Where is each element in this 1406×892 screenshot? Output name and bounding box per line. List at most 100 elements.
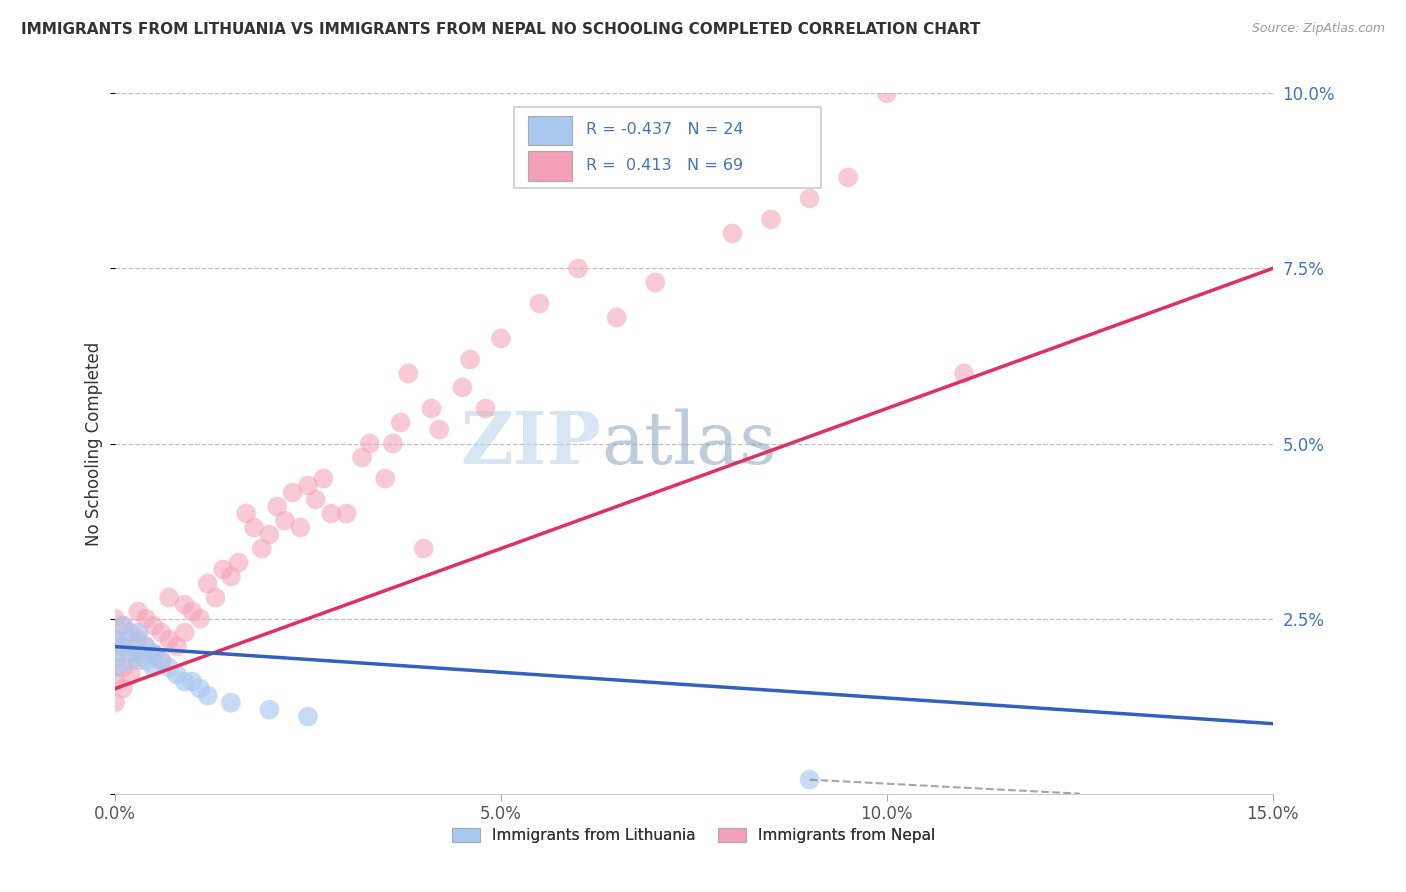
Point xyxy=(104,654,127,668)
Point xyxy=(389,416,412,430)
Point xyxy=(197,689,219,703)
Point xyxy=(157,632,180,647)
Point xyxy=(104,632,127,647)
Point xyxy=(150,654,173,668)
Text: ZIP: ZIP xyxy=(460,408,602,479)
Point xyxy=(721,227,744,241)
Point xyxy=(204,591,226,605)
Point xyxy=(235,507,257,521)
Point xyxy=(197,576,219,591)
Point xyxy=(274,514,297,528)
Point xyxy=(567,261,589,276)
FancyBboxPatch shape xyxy=(529,152,572,181)
Point xyxy=(799,772,821,787)
Legend: Immigrants from Lithuania, Immigrants from Nepal: Immigrants from Lithuania, Immigrants fr… xyxy=(446,822,942,849)
Point xyxy=(259,703,281,717)
Point xyxy=(142,647,165,661)
Point xyxy=(336,507,359,521)
Point xyxy=(166,640,188,654)
FancyBboxPatch shape xyxy=(515,107,821,188)
Point xyxy=(104,696,127,710)
Point xyxy=(111,640,134,654)
Point xyxy=(111,640,134,654)
Point xyxy=(173,674,195,689)
Point xyxy=(281,485,304,500)
Point xyxy=(135,611,157,625)
Point xyxy=(352,450,374,465)
Point xyxy=(127,605,149,619)
Point xyxy=(412,541,434,556)
Point xyxy=(120,647,142,661)
Point xyxy=(181,674,204,689)
Point xyxy=(297,478,319,492)
Point xyxy=(374,471,396,485)
Point xyxy=(290,520,312,534)
Point xyxy=(228,556,250,570)
Point xyxy=(142,660,165,674)
Point xyxy=(104,674,127,689)
Point xyxy=(127,654,149,668)
Text: Source: ZipAtlas.com: Source: ZipAtlas.com xyxy=(1251,22,1385,36)
Point xyxy=(451,380,474,394)
Point xyxy=(150,625,173,640)
Point xyxy=(127,647,149,661)
Point xyxy=(799,191,821,205)
Point xyxy=(120,667,142,681)
Point xyxy=(135,640,157,654)
Point xyxy=(243,520,266,534)
Point xyxy=(104,611,127,625)
FancyBboxPatch shape xyxy=(529,116,572,145)
Point xyxy=(606,310,628,325)
Point xyxy=(127,632,149,647)
Point xyxy=(120,625,142,640)
Point xyxy=(305,492,328,507)
Point xyxy=(150,654,173,668)
Point xyxy=(142,618,165,632)
Point xyxy=(111,618,134,632)
Point xyxy=(489,331,512,345)
Point xyxy=(157,660,180,674)
Point xyxy=(259,527,281,541)
Point xyxy=(173,598,195,612)
Point xyxy=(266,500,288,514)
Point xyxy=(321,507,343,521)
Y-axis label: No Schooling Completed: No Schooling Completed xyxy=(86,342,103,546)
Point xyxy=(127,625,149,640)
Point xyxy=(759,212,782,227)
Point xyxy=(312,471,335,485)
Point xyxy=(837,170,859,185)
Point xyxy=(135,640,157,654)
Point xyxy=(157,591,180,605)
Point xyxy=(111,618,134,632)
Text: R = -0.437   N = 24: R = -0.437 N = 24 xyxy=(586,122,744,137)
Point xyxy=(381,436,404,450)
Point xyxy=(173,625,195,640)
Point xyxy=(188,681,211,696)
Point xyxy=(142,647,165,661)
Point xyxy=(876,87,898,101)
Point xyxy=(135,654,157,668)
Point xyxy=(953,367,976,381)
Point xyxy=(297,709,319,723)
Point xyxy=(181,605,204,619)
Point xyxy=(219,696,242,710)
Text: IMMIGRANTS FROM LITHUANIA VS IMMIGRANTS FROM NEPAL NO SCHOOLING COMPLETED CORREL: IMMIGRANTS FROM LITHUANIA VS IMMIGRANTS … xyxy=(21,22,980,37)
Point xyxy=(166,667,188,681)
Point xyxy=(120,632,142,647)
Point xyxy=(420,401,443,416)
Point xyxy=(250,541,273,556)
Point xyxy=(212,563,235,577)
Point xyxy=(111,660,134,674)
Point xyxy=(359,436,381,450)
Point xyxy=(104,660,127,674)
Point xyxy=(120,654,142,668)
Point xyxy=(458,352,481,367)
Point xyxy=(396,367,419,381)
Point xyxy=(427,423,450,437)
Text: R =  0.413   N = 69: R = 0.413 N = 69 xyxy=(586,158,744,173)
Point xyxy=(219,569,242,583)
Point xyxy=(188,611,211,625)
Point xyxy=(529,296,551,310)
Point xyxy=(644,276,666,290)
Point xyxy=(111,681,134,696)
